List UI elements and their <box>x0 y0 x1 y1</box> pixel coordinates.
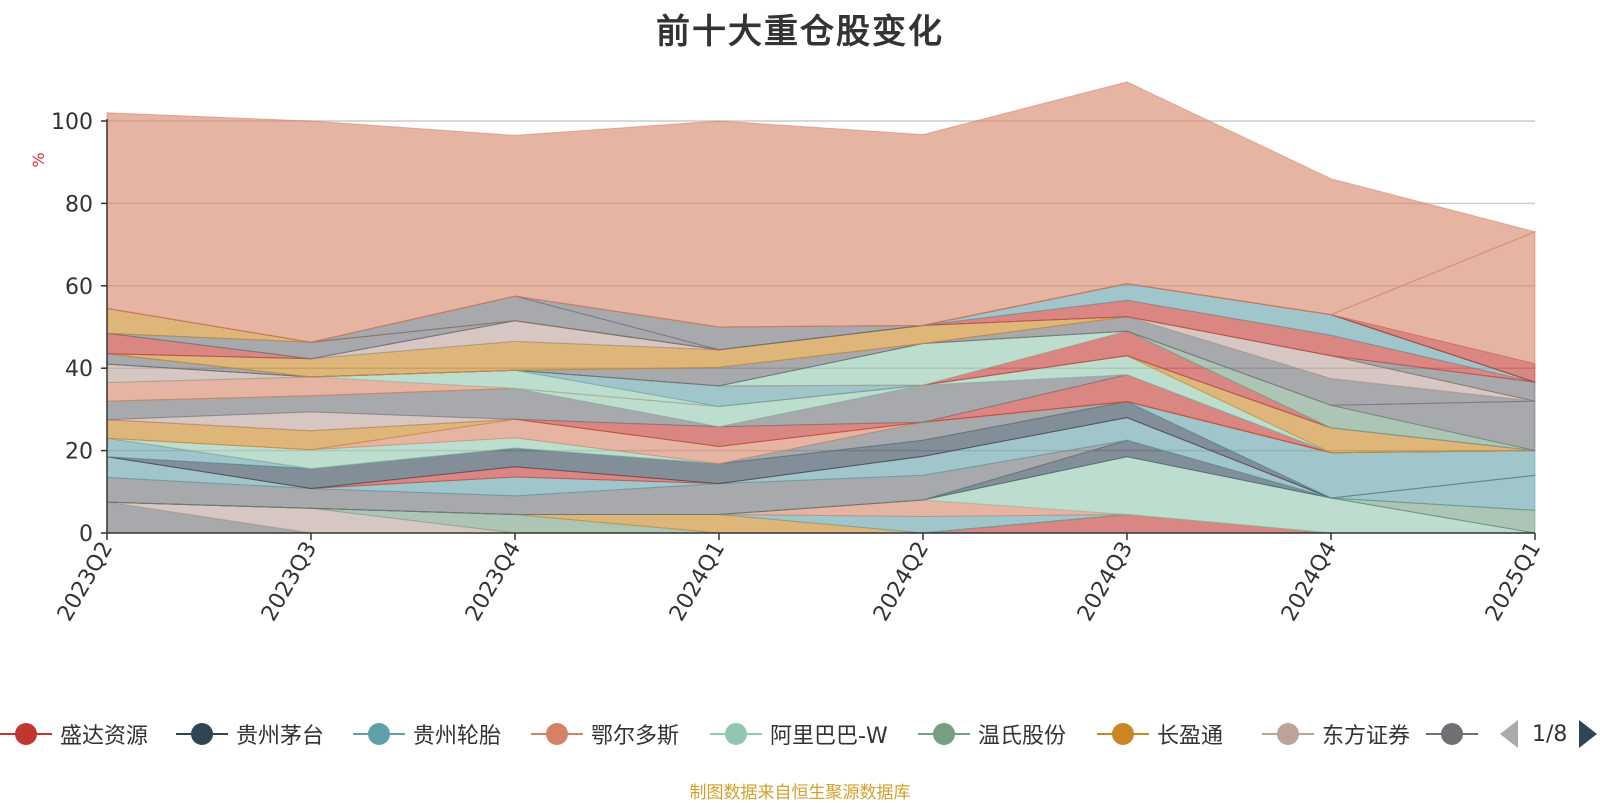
legend-item[interactable]: 阿里巴巴-W <box>710 714 888 754</box>
area-series-45[interactable] <box>106 81 1537 343</box>
legend-label: 东方证券 <box>1322 724 1411 749</box>
y-tick-label: 80 <box>65 192 93 217</box>
y-tick-label: 60 <box>65 275 93 300</box>
chart-title: 前十大重仓股变化 <box>656 12 944 52</box>
x-tick-label: 2023Q4 <box>461 538 526 626</box>
y-axis-label: % <box>29 152 48 167</box>
legend-item[interactable]: 盛达资源 <box>0 714 148 754</box>
legend-label: 贵州茅台 <box>236 724 325 749</box>
legend-label: 长盈通 <box>1157 724 1224 749</box>
y-tick-label: 40 <box>65 357 93 382</box>
legend-pager: 1/8 <box>1500 714 1598 754</box>
legend-label: 鄂尔多斯 <box>591 724 680 749</box>
x-tick-label: 2024Q3 <box>1073 538 1138 626</box>
legend-item[interactable]: 东方证券 <box>1262 714 1410 754</box>
source-note: 制图数据来自恒生聚源数据库 <box>689 783 911 803</box>
x-tick-label: 2024Q1 <box>665 538 730 626</box>
legend-label: 盛达资源 <box>60 724 149 749</box>
legend-item[interactable]: 贵州茅台 <box>176 714 324 754</box>
x-tick-label: 2025Q1 <box>1481 538 1546 626</box>
pager-next-arrow-icon[interactable] <box>1579 720 1598 748</box>
legend: 盛达资源 贵州茅台 贵州轮胎 鄂尔多斯 阿里巴巴-W 温氏股份 长盈通 东方证券 <box>0 714 1600 754</box>
x-tick-label: 2024Q2 <box>869 538 934 626</box>
legend-label: 贵州轮胎 <box>413 724 502 749</box>
pager-prev-arrow-icon[interactable] <box>1500 720 1518 748</box>
x-tick-label: 2023Q3 <box>257 538 322 626</box>
x-tick-label: 2024Q4 <box>1277 538 1342 626</box>
area-series <box>106 81 1537 534</box>
legend-marker-icon <box>353 721 405 747</box>
legend-marker-icon <box>0 721 52 747</box>
pager-text: 1/8 <box>1532 721 1568 747</box>
legend-item[interactable]: 贵州轮胎 <box>353 714 501 754</box>
legend-label: 温氏股份 <box>978 724 1067 749</box>
legend-item[interactable] <box>1426 714 1478 754</box>
legend-item[interactable]: 鄂尔多斯 <box>531 714 679 754</box>
y-tick-label: 100 <box>51 110 93 135</box>
legend-marker-icon <box>176 721 228 747</box>
x-tick-label: 2023Q2 <box>53 538 118 626</box>
legend-marker-icon <box>1097 721 1149 747</box>
legend-item[interactable]: 温氏股份 <box>918 714 1066 754</box>
legend-marker-icon <box>710 721 762 747</box>
legend-marker-icon <box>1426 721 1478 747</box>
y-tick-label: 0 <box>79 522 93 547</box>
y-tick-label: 20 <box>65 440 93 465</box>
legend-label: 阿里巴巴-W <box>770 724 888 749</box>
legend-marker-icon <box>1262 721 1314 747</box>
legend-marker-icon <box>918 721 970 747</box>
legend-item[interactable]: 长盈通 <box>1097 714 1223 754</box>
legend-marker-icon <box>531 721 583 747</box>
